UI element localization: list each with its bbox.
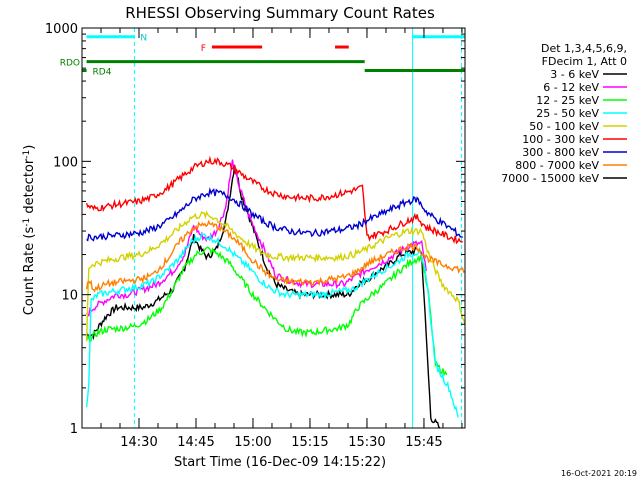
legend-header-0: Det 1,3,4,5,6,9,	[541, 42, 627, 55]
y-axis-label-middle: detector	[22, 158, 37, 218]
legend-label-8: 7000 - 15000 keV	[501, 172, 599, 185]
flag-label-f: F	[201, 44, 206, 54]
legend-label-1: 6 - 12 keV	[543, 81, 599, 94]
series-line-3	[85, 232, 459, 418]
generation-date: 16-Oct-2021 20:19	[561, 469, 637, 478]
legend-label-2: 12 - 25 keV	[536, 94, 599, 107]
y-axis-label-suffix: )	[22, 145, 37, 150]
legend: Det 1,3,4,5,6,9,FDecim 1, Att 03 - 6 keV…	[501, 42, 627, 185]
y-tick-label-2: 100	[53, 155, 78, 170]
y-tick-label-0: 1	[70, 422, 78, 437]
plot-frame	[81, 27, 466, 429]
x-tick-label-1: 14:45	[177, 435, 214, 450]
flag-label-rd4: RD4	[93, 68, 112, 78]
legend-label-3: 25 - 50 keV	[536, 107, 599, 120]
x-axis-label: Start Time (16-Dec-09 14:15:22)	[174, 455, 386, 470]
series-line-6	[86, 187, 463, 242]
series-line-5	[85, 155, 463, 245]
legend-label-4: 50 - 100 keV	[529, 120, 599, 133]
y-axis-label-exponent-2: -1	[22, 150, 32, 159]
x-tick-label-0: 14:30	[120, 435, 157, 450]
flag-label-n: N	[140, 34, 147, 44]
plot-area: N F RDO RD4	[60, 28, 466, 429]
y-tick-label-1: 10	[61, 289, 78, 304]
x-tick-label-3: 15:15	[291, 435, 328, 450]
flag-label-rdo: RDO	[60, 59, 80, 69]
x-tick-label-5: 15:45	[405, 435, 442, 450]
x-tick-label-2: 15:00	[234, 435, 271, 450]
y-axis-label: Count Rate (s-1 detector-1)	[22, 145, 37, 316]
series-line-1	[86, 159, 427, 317]
y-axis-label-prefix: Count Rate (s	[22, 227, 37, 316]
axes: 1 10 100 1000 14:30 14:45 15:00 15:15 15:30 15:45	[45, 22, 466, 450]
legend-header-1: FDecim 1, Att 0	[542, 55, 627, 68]
legend-label-5: 100 - 300 keV	[522, 133, 599, 146]
legend-label-0: 3 - 6 keV	[550, 68, 599, 81]
y-tick-label-3: 1000	[45, 22, 78, 37]
series-line-4	[85, 210, 466, 342]
series-line-2	[86, 246, 448, 377]
legend-label-6: 300 - 800 keV	[522, 146, 599, 159]
x-tick-label-4: 15:30	[348, 435, 385, 450]
series-line-7	[85, 219, 466, 293]
chart-title: RHESSI Observing Summary Count Rates	[125, 4, 435, 22]
y-axis-label-exponent: -1	[22, 218, 32, 227]
legend-label-7: 800 - 7000 keV	[515, 159, 599, 172]
